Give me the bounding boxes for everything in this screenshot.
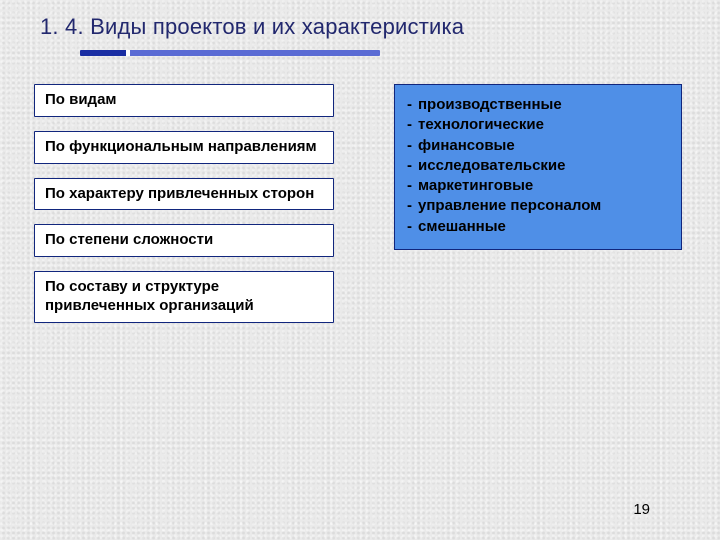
- detail-text: производственные: [418, 95, 562, 115]
- bullet-icon: -: [407, 115, 412, 135]
- detail-item: -производственные: [407, 95, 669, 115]
- category-box: По степени сложности: [34, 224, 334, 257]
- detail-text: финансовые: [418, 136, 515, 156]
- detail-item: -финансовые: [407, 136, 669, 156]
- category-box: По характеру привлеченных сторон: [34, 178, 334, 211]
- detail-text: исследовательские: [418, 156, 565, 176]
- detail-text: технологические: [418, 115, 544, 135]
- detail-item: -маркетинговые: [407, 176, 669, 196]
- category-box: По функциональным направлениям: [34, 131, 334, 164]
- title-underline: [80, 50, 380, 56]
- detail-item: -управление персоналом: [407, 196, 669, 216]
- details-box: -производственные -технологические -фина…: [394, 84, 682, 250]
- detail-item: -исследовательские: [407, 156, 669, 176]
- title-area: 1. 4. Виды проектов и их характеристика: [0, 0, 720, 56]
- detail-text: смешанные: [418, 217, 506, 237]
- category-box: По составу и структуре привлеченных орга…: [34, 271, 334, 323]
- bullet-icon: -: [407, 196, 412, 216]
- slide: 1. 4. Виды проектов и их характеристика …: [0, 0, 720, 540]
- left-column: По видам По функциональным направлениям …: [34, 84, 334, 323]
- detail-item: -смешанные: [407, 217, 669, 237]
- detail-item: -технологические: [407, 115, 669, 135]
- detail-text: маркетинговые: [418, 176, 533, 196]
- bullet-icon: -: [407, 156, 412, 176]
- bullet-icon: -: [407, 136, 412, 156]
- bullet-icon: -: [407, 176, 412, 196]
- bullet-icon: -: [407, 95, 412, 115]
- detail-text: управление персоналом: [418, 196, 601, 216]
- page-number: 19: [633, 501, 650, 518]
- bullet-icon: -: [407, 217, 412, 237]
- category-box: По видам: [34, 84, 334, 117]
- slide-title: 1. 4. Виды проектов и их характеристика: [40, 14, 690, 40]
